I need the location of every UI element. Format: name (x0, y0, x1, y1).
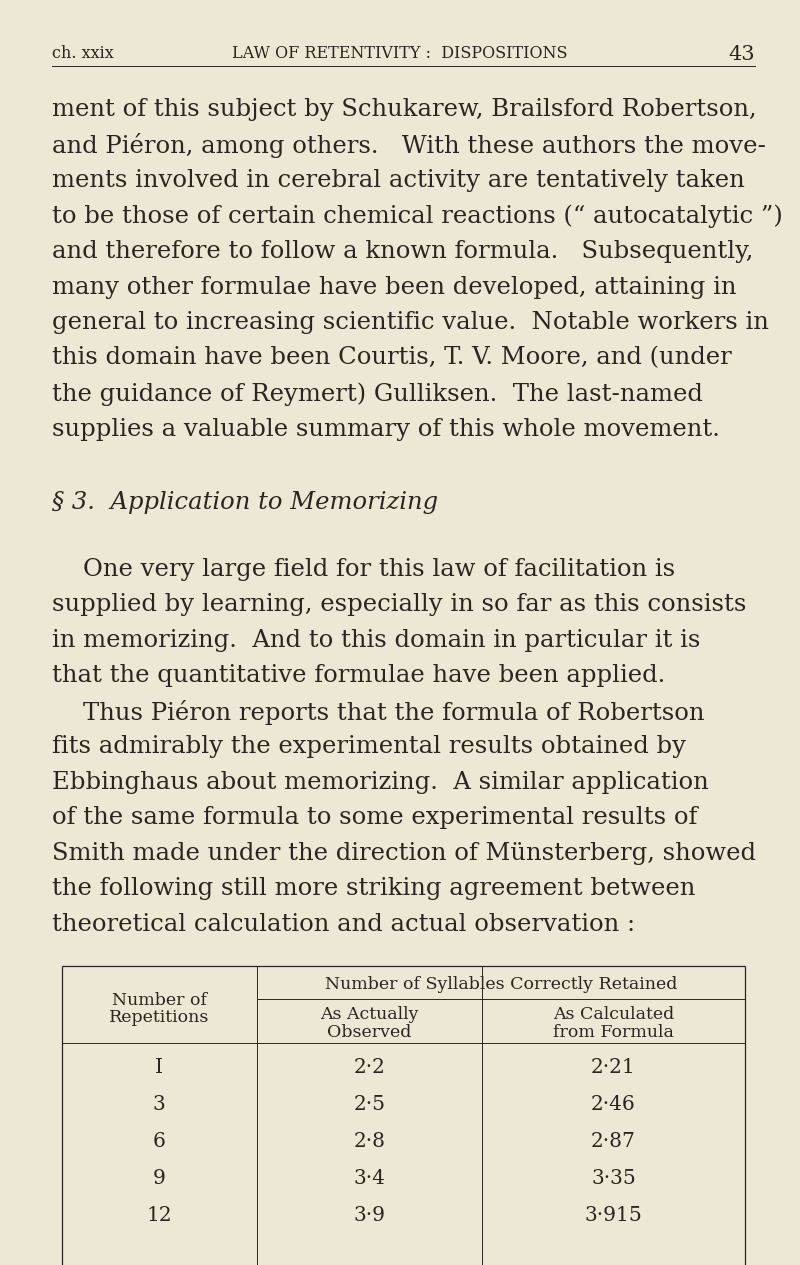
Text: 9: 9 (153, 1169, 166, 1188)
Text: supplies a valuable summary of this whole movement.: supplies a valuable summary of this whol… (52, 417, 720, 440)
Text: to be those of certain chemical reactions (“ autocatalytic ”): to be those of certain chemical reaction… (52, 205, 782, 228)
Text: As Actually: As Actually (320, 1007, 418, 1023)
Text: of the same formula to some experimental results of: of the same formula to some experimental… (52, 806, 698, 830)
Text: supplied by learning, especially in so far as this consists: supplied by learning, especially in so f… (52, 593, 746, 616)
Text: the following still more striking agreement between: the following still more striking agreem… (52, 878, 695, 901)
Text: Observed: Observed (327, 1023, 411, 1041)
Text: fits admirably the experimental results obtained by: fits admirably the experimental results … (52, 735, 686, 759)
Text: 2·46: 2·46 (591, 1095, 636, 1114)
Text: 3: 3 (153, 1095, 166, 1114)
Text: 3·915: 3·915 (585, 1207, 642, 1226)
Text: 6: 6 (153, 1132, 166, 1151)
Text: 3·9: 3·9 (354, 1207, 386, 1226)
Text: many other formulae have been developed, attaining in: many other formulae have been developed,… (52, 276, 737, 299)
Text: Smith made under the direction of Münsterberg, showed: Smith made under the direction of Münste… (52, 842, 756, 865)
Text: 2·8: 2·8 (354, 1132, 386, 1151)
Text: this domain have been Courtis, T. V. Moore, and (under: this domain have been Courtis, T. V. Moo… (52, 347, 732, 369)
Text: in memorizing.  And to this domain in particular it is: in memorizing. And to this domain in par… (52, 629, 700, 651)
Text: § 3.  Application to Memorizing: § 3. Application to Memorizing (52, 491, 438, 514)
Text: 12: 12 (146, 1207, 172, 1226)
Text: One very large field for this law of facilitation is: One very large field for this law of fac… (52, 558, 675, 581)
Text: Repetitions: Repetitions (109, 1009, 210, 1026)
Text: Number of: Number of (112, 992, 207, 1009)
Text: theoretical calculation and actual observation :: theoretical calculation and actual obser… (52, 913, 635, 936)
Text: the guidance of Reymert) Gulliksen.  The last-named: the guidance of Reymert) Gulliksen. The … (52, 382, 703, 406)
Text: general to increasing scientific value.  Notable workers in: general to increasing scientific value. … (52, 311, 769, 334)
Text: ment of this subject by Schukarew, Brailsford Robertson,: ment of this subject by Schukarew, Brail… (52, 97, 757, 121)
Text: As Calculated: As Calculated (553, 1007, 674, 1023)
Text: ments involved in cerebral activity are tentatively taken: ments involved in cerebral activity are … (52, 170, 745, 192)
Text: 2·2: 2·2 (354, 1059, 386, 1078)
Text: 3·35: 3·35 (591, 1169, 636, 1188)
Text: 2·87: 2·87 (591, 1132, 636, 1151)
Text: Thus Piéron reports that the formula of Robertson: Thus Piéron reports that the formula of … (52, 700, 705, 725)
Text: from Formula: from Formula (553, 1023, 674, 1041)
Text: I: I (155, 1059, 163, 1078)
Text: Number of Syllables Correctly Retained: Number of Syllables Correctly Retained (325, 977, 677, 993)
Text: that the quantitative formulae have been applied.: that the quantitative formulae have been… (52, 664, 666, 687)
Text: 2·21: 2·21 (591, 1059, 636, 1078)
Text: 3·4: 3·4 (354, 1169, 386, 1188)
Text: and therefore to follow a known formula.   Subsequently,: and therefore to follow a known formula.… (52, 240, 754, 263)
Text: Ebbinghaus about memorizing.  A similar application: Ebbinghaus about memorizing. A similar a… (52, 770, 709, 794)
Text: ch. xxix: ch. xxix (52, 46, 114, 62)
Text: 43: 43 (728, 46, 755, 65)
Text: 2·5: 2·5 (354, 1095, 386, 1114)
Text: LAW OF RETENTIVITY :  DISPOSITIONS: LAW OF RETENTIVITY : DISPOSITIONS (232, 46, 568, 62)
Text: and Piéron, among others.   With these authors the move-: and Piéron, among others. With these aut… (52, 134, 766, 158)
Bar (62, 966, 745, 1265)
